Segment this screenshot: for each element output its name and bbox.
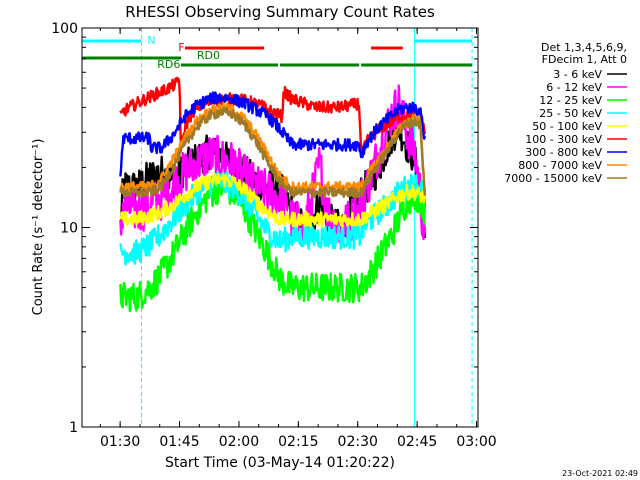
plot-layer bbox=[81, 28, 473, 427]
series-line-300-800keV bbox=[119, 91, 427, 177]
x-tick-label: 03:00 bbox=[456, 434, 496, 450]
legend-entry-label: 100 - 300 keV bbox=[525, 133, 602, 146]
x-tick-label: 02:45 bbox=[397, 434, 437, 450]
series-line-12-25keV bbox=[119, 174, 427, 313]
legend-entry-label: 300 - 800 keV bbox=[525, 146, 602, 159]
y-tick-label: 100 bbox=[51, 21, 78, 37]
x-tick-label: 02:30 bbox=[338, 434, 378, 450]
series-line-25-50keV bbox=[119, 170, 427, 266]
x-tick-label: 01:30 bbox=[100, 434, 140, 450]
axis-layer: 01:30 01:45 02:00 02:15 02:30 02:45 03:00 1 10 10… bbox=[51, 21, 496, 450]
flag-label-RD0: RD0 bbox=[197, 49, 220, 62]
flag-label-RD6: RD6 bbox=[157, 58, 180, 71]
x-tick-label: 02:00 bbox=[219, 434, 259, 450]
y-axis-label: Count Rate (s⁻¹ detector⁻¹) bbox=[31, 139, 46, 316]
series-line-7000-15000keV bbox=[119, 106, 427, 199]
legend-entry-label: 800 - 7000 keV bbox=[518, 159, 602, 172]
legend: Det 1,3,4,5,6,9,FDecim 1, Att 0 3 - 6 keV… bbox=[504, 41, 627, 185]
flag-label-N: N bbox=[147, 34, 155, 47]
series-line-800-7000keV bbox=[119, 101, 427, 197]
legend-header: Det 1,3,4,5,6,9, bbox=[541, 41, 627, 54]
legend-entry-label: 50 - 100 keV bbox=[532, 120, 602, 133]
series-line-50-100keV bbox=[119, 172, 427, 228]
flag-label-F: F bbox=[178, 41, 184, 54]
x-tick-label: 01:45 bbox=[159, 434, 199, 450]
x-tick-label: 02:15 bbox=[278, 434, 318, 450]
legend-entry-label: 3 - 6 keV bbox=[553, 68, 602, 81]
legend-header: FDecim 1, Att 0 bbox=[542, 53, 627, 66]
plot-timestamp: 23-Oct-2021 02:49 bbox=[562, 469, 638, 478]
x-axis-label: Start Time (03-May-14 01:20:22) bbox=[165, 455, 395, 471]
legend-entry-label: 12 - 25 keV bbox=[539, 94, 602, 107]
flag-layer: N F RD0 RD6 bbox=[82, 34, 473, 71]
y-tick-label: 10 bbox=[60, 221, 78, 237]
chart-title: RHESSI Observing Summary Count Rates bbox=[125, 3, 435, 21]
legend-entry-label: 25 - 50 keV bbox=[539, 107, 602, 120]
legend-entry-label: 7000 - 15000 keV bbox=[504, 172, 602, 185]
y-tick-label: 1 bbox=[69, 420, 78, 436]
legend-entry-label: 6 - 12 keV bbox=[546, 81, 602, 94]
